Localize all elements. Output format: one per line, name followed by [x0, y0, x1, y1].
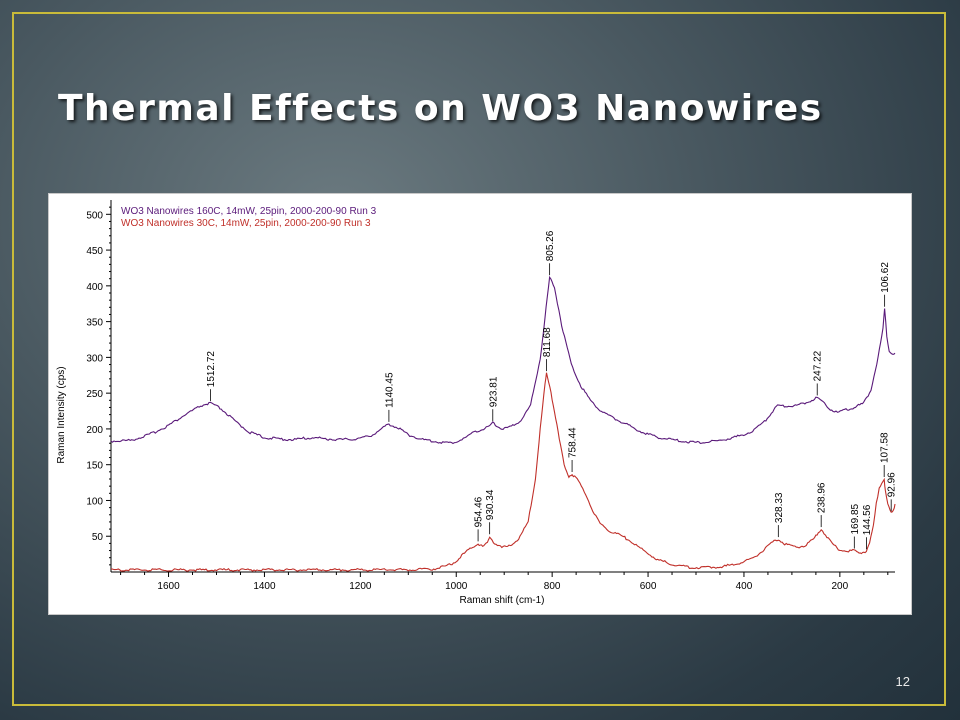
peak-label: 1140.45 [384, 372, 395, 408]
x-tick-label: 1400 [253, 581, 276, 592]
y-tick-label: 450 [86, 246, 103, 257]
peak-label: 930.34 [485, 489, 496, 520]
peak-label: 805.26 [545, 230, 556, 261]
x-axis-label: Raman shift (cm-1) [459, 595, 544, 606]
slide-title: Thermal Effects on WO3 Nanowires [58, 88, 823, 129]
legend-entry-1: WO3 Nanowires 160C, 14mW, 25pin, 2000-20… [121, 206, 377, 217]
y-tick-label: 350 [86, 318, 103, 329]
x-tick-label: 1000 [445, 581, 468, 592]
y-tick-label: 100 [86, 496, 103, 507]
chart-panel: 50 100 150 200 250 300 350 400 450 500 1600 1400 120… [48, 193, 912, 615]
peak-label: 1512.72 [206, 351, 217, 388]
peak-label: 923.81 [488, 376, 499, 407]
slide-frame [12, 12, 946, 706]
peak-label: 144.56 [862, 504, 873, 535]
series-line-1 [110, 275, 896, 445]
y-tick-label: 150 [86, 461, 103, 472]
chart-peak-labels: 1512.72 1140.45 923.81 805.26 247.22 106.62 95… [206, 230, 898, 550]
peak-label: 92.96 [887, 472, 898, 497]
y-tick-label: 500 [86, 210, 103, 221]
y-tick-label: 300 [86, 353, 103, 364]
peak-label: 107.58 [880, 432, 891, 463]
peak-label: 328.33 [774, 492, 785, 523]
x-tick-label: 600 [640, 581, 657, 592]
peak-label: 954.46 [474, 496, 485, 527]
page-number: 12 [895, 674, 910, 689]
chart-series [110, 275, 896, 572]
peak-label: 238.96 [817, 482, 828, 513]
y-tick-label: 50 [92, 532, 104, 543]
x-tick-label: 400 [736, 581, 753, 592]
peak-label: 811.68 [542, 327, 553, 357]
chart-axes: 50 100 150 200 250 300 350 400 450 500 1600 1400 120… [86, 200, 895, 592]
y-axis-label: Raman Intensity (cps) [56, 366, 67, 463]
y-tick-label: 250 [86, 389, 103, 400]
x-tick-label: 1200 [349, 581, 372, 592]
legend-entry-2: WO3 Nanowires 30C, 14mW, 25pin, 2000-200… [121, 218, 371, 229]
y-tick-label: 200 [86, 425, 103, 436]
x-tick-label: 1600 [157, 581, 180, 592]
series-line-2 [110, 372, 896, 572]
peak-label: 247.22 [813, 350, 824, 381]
chart-legend: WO3 Nanowires 160C, 14mW, 25pin, 2000-20… [121, 206, 377, 229]
x-tick-label: 800 [544, 581, 561, 592]
peak-label: 106.62 [880, 262, 891, 293]
x-tick-label: 200 [832, 581, 849, 592]
peak-label: 169.85 [850, 503, 861, 534]
peak-label: 758.44 [568, 427, 579, 458]
y-tick-label: 400 [86, 282, 103, 293]
raman-spectrum-chart: 50 100 150 200 250 300 350 400 450 500 1600 1400 120… [56, 200, 898, 606]
